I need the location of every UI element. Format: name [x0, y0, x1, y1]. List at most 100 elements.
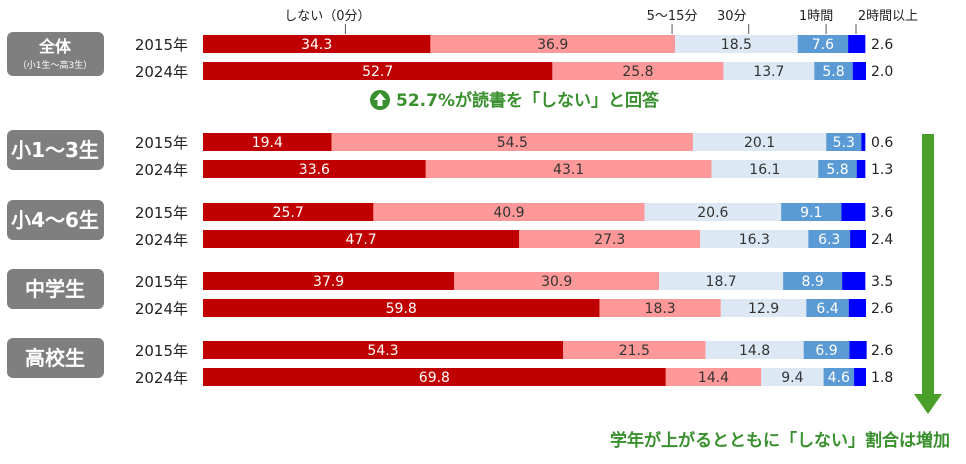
data-label: 59.8 [386, 301, 417, 317]
data-label: 30.9 [541, 274, 572, 290]
group-label: 高校生 [25, 346, 85, 370]
data-label: 5.8 [822, 64, 844, 80]
data-label: 18.3 [645, 301, 676, 317]
bar-segment [665, 368, 762, 386]
data-label: 54.3 [367, 343, 398, 359]
bar-segment [659, 272, 784, 290]
bar-segment [203, 160, 426, 178]
bar-segment [803, 341, 850, 359]
year-label: 2015年 [135, 134, 188, 152]
bar-segment [203, 133, 332, 151]
group: 高校生 2015年 54.3 21.5 14.8 6.9 2.6 2024年 69.8 14.4 9… [7, 338, 893, 387]
bar-segment [203, 272, 455, 290]
bar-segment [203, 230, 520, 248]
bar-segment [808, 230, 851, 248]
category-header: しない（0分） 5～15分 30分 1時間 2時間以上 [284, 9, 918, 34]
group-sublabel: （小1生～高3生） [18, 59, 92, 71]
category-label: 1時間 [799, 9, 833, 24]
data-label: 2.6 [871, 37, 893, 53]
data-label: 47.7 [346, 232, 377, 248]
category-label: しない（0分） [284, 9, 370, 24]
data-label: 43.1 [553, 162, 584, 178]
year-label: 2024年 [135, 231, 188, 249]
bar-segment [454, 272, 660, 290]
data-label: 16.3 [739, 232, 770, 248]
data-label: 37.9 [313, 274, 344, 290]
bar-segment [711, 160, 819, 178]
data-label: 12.9 [748, 301, 779, 317]
data-label: 6.9 [815, 343, 837, 359]
group-label-box [7, 269, 104, 309]
data-label: 2.6 [871, 301, 893, 317]
bar-segment [563, 341, 706, 359]
category-label: 2時間以上 [858, 9, 918, 24]
data-label: 21.5 [619, 343, 650, 359]
bar-segment [861, 133, 866, 151]
data-label: 1.3 [871, 162, 893, 178]
bar-segment [692, 133, 827, 151]
group-label: 中学生 [25, 277, 85, 301]
year-label: 2015年 [135, 204, 188, 222]
group-label-box [7, 338, 104, 378]
data-label: 8.9 [801, 274, 823, 290]
data-label: 2.6 [871, 343, 893, 359]
year-label: 2015年 [135, 36, 188, 54]
bar-segment [814, 62, 853, 80]
year-label: 2015年 [135, 273, 188, 291]
bar-segment [373, 203, 645, 221]
data-label: 2.0 [871, 64, 893, 80]
bar-segment [203, 341, 564, 359]
data-label: 69.8 [419, 370, 450, 386]
group-label-box [7, 200, 104, 240]
data-label: 6.3 [818, 232, 840, 248]
bar-segment [425, 160, 712, 178]
data-label: 54.5 [497, 135, 528, 151]
bar-segment [705, 341, 804, 359]
data-label: 34.3 [301, 37, 332, 53]
year-label: 2024年 [135, 161, 188, 179]
data-label: 18.7 [706, 274, 737, 290]
bar-segment [823, 368, 855, 386]
bar-segment [841, 203, 866, 221]
up-arrow-icon-glyph [374, 93, 386, 106]
bar-segment [849, 341, 867, 359]
bar-segment [850, 230, 866, 248]
data-label: 19.4 [252, 135, 283, 151]
data-label: 52.7 [362, 64, 393, 80]
bar-segment [203, 203, 374, 221]
bar-segment [848, 35, 866, 53]
bar-segment [203, 299, 600, 317]
data-label: 14.8 [739, 343, 770, 359]
bar-segment [761, 368, 824, 386]
bar-segment [203, 62, 553, 80]
data-label: 33.6 [299, 162, 330, 178]
data-label: 40.9 [493, 205, 524, 221]
data-label: 27.3 [594, 232, 625, 248]
year-label: 2024年 [135, 63, 188, 81]
data-label: 4.6 [828, 370, 850, 386]
group-label: 小4～6生 [11, 208, 99, 232]
group: 小4～6生 2015年 25.7 40.9 20.6 9.1 3.6 2024年 47.7 27.… [7, 200, 893, 249]
data-label: 20.6 [697, 205, 728, 221]
category-label: 5～15分 [647, 9, 698, 24]
bar-segment [720, 299, 807, 317]
bar-segment [818, 160, 857, 178]
group-label: 小1～3生 [11, 138, 99, 162]
bar-segment [856, 160, 866, 178]
bar-segment [519, 230, 701, 248]
data-label: 3.6 [871, 205, 893, 221]
data-label: 1.8 [871, 370, 893, 386]
bar-segment [781, 203, 842, 221]
data-label: 6.4 [816, 301, 838, 317]
bar-segment [848, 299, 866, 317]
bar-segment [331, 133, 693, 151]
data-label: 18.5 [721, 37, 752, 53]
data-label: 13.7 [753, 64, 784, 80]
data-label: 7.6 [812, 37, 834, 53]
data-label: 25.8 [622, 64, 653, 80]
data-label: 5.3 [833, 135, 855, 151]
trend-note: 学年が上がるとともに「しない」割合は増加 [610, 430, 950, 451]
annotation-text: 52.7%が読書を「しない」と回答 [396, 90, 660, 111]
